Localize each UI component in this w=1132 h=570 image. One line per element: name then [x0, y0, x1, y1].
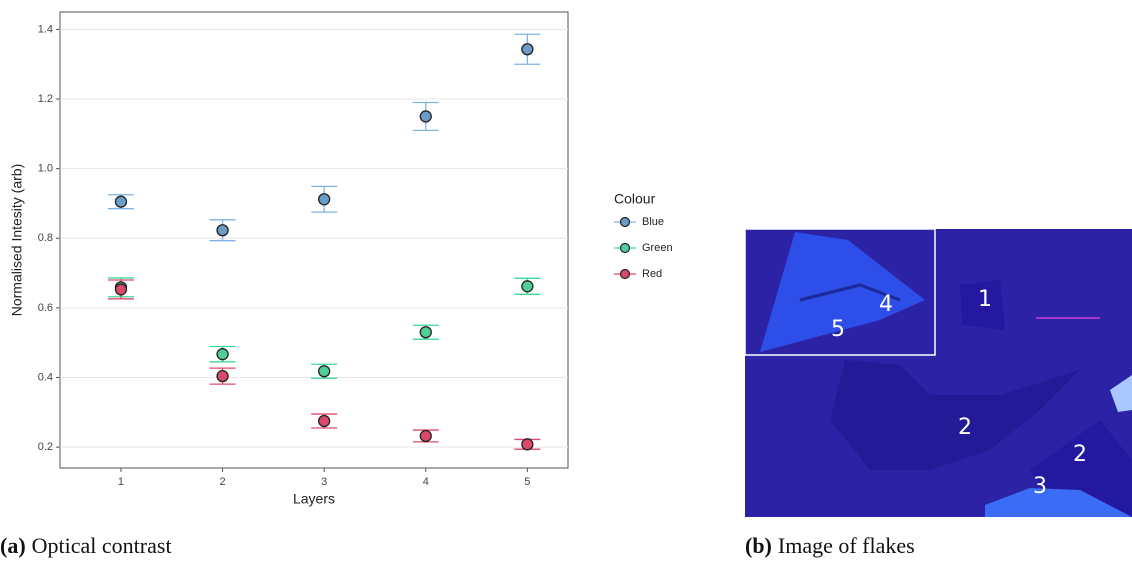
point	[319, 194, 330, 205]
flake-image: 1 4 5 2 2 3	[745, 229, 1132, 517]
point	[217, 225, 228, 236]
point	[420, 430, 431, 441]
legend-label: Blue	[642, 216, 664, 228]
point	[522, 281, 533, 292]
point	[115, 284, 126, 295]
y-tick-label: 1.0	[38, 163, 53, 175]
caption-b: (b)Image of flakes	[745, 533, 915, 558]
legend-marker	[621, 218, 630, 227]
point	[319, 416, 330, 427]
legend-marker	[621, 270, 630, 279]
legend-label: Red	[642, 268, 662, 280]
y-tick-label: 0.8	[38, 232, 53, 244]
point	[217, 349, 228, 360]
point	[319, 366, 330, 377]
x-tick-label: 2	[219, 476, 225, 488]
point	[420, 111, 431, 122]
flake-label: 2	[958, 415, 972, 440]
caption-label: (b)	[745, 533, 772, 558]
legend-label: Green	[642, 242, 673, 254]
point	[522, 439, 533, 450]
y-tick-label: 0.4	[38, 371, 53, 383]
y-axis-label: Normalised Intesity (arb)	[9, 164, 25, 317]
flake-label: 3	[1033, 474, 1047, 499]
x-tick-label: 4	[423, 476, 429, 488]
caption-text: Image of flakes	[778, 533, 915, 558]
y-tick-label: 0.6	[38, 302, 53, 314]
flake-label: 4	[879, 292, 893, 317]
plot-frame	[60, 12, 568, 468]
flake-label: 5	[831, 317, 845, 342]
y-tick-label: 1.2	[38, 93, 53, 105]
caption-text: Optical contrast	[32, 533, 172, 558]
flake-label: 2	[1073, 442, 1087, 467]
caption-label: (a)	[0, 533, 26, 558]
x-axis-label: Layers	[293, 491, 335, 507]
x-tick-label: 1	[118, 476, 124, 488]
flake-label: 1	[978, 287, 992, 312]
y-tick-label: 1.4	[38, 23, 53, 35]
figure: Layers Normalised Intesity (arb) Colour …	[0, 0, 1132, 565]
x-tick-label: 3	[321, 476, 327, 488]
x-tick-label: 5	[524, 476, 530, 488]
y-tick-label: 0.2	[38, 441, 53, 453]
legend-title: Colour	[614, 191, 656, 207]
point	[420, 327, 431, 338]
legend-marker	[621, 244, 630, 253]
point	[522, 44, 533, 55]
point	[217, 371, 228, 382]
caption-a: (a)Optical contrast	[0, 533, 172, 558]
point	[115, 196, 126, 207]
